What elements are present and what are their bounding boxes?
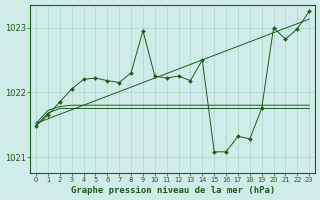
X-axis label: Graphe pression niveau de la mer (hPa): Graphe pression niveau de la mer (hPa) xyxy=(70,186,275,195)
